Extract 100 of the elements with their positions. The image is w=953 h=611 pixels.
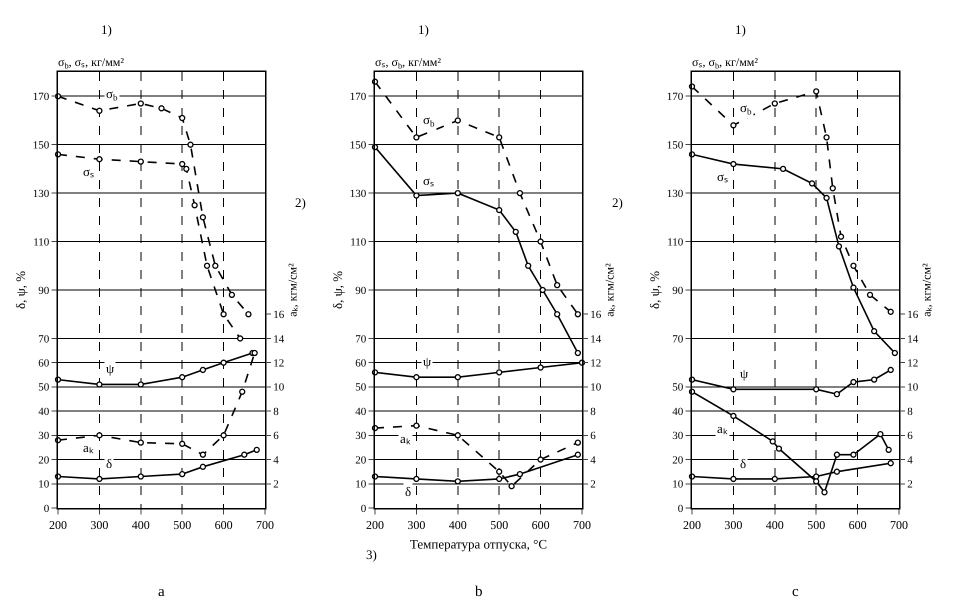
y-axis-title: δ, ψ, % bbox=[13, 270, 28, 310]
y-tick-label: 20 bbox=[672, 454, 684, 466]
y2-axis-title: aₖ, кгм/см² bbox=[920, 262, 934, 317]
y-tick-label: 110 bbox=[667, 236, 684, 248]
x-tick-label: 200 bbox=[683, 518, 701, 532]
y-tick-label: 110 bbox=[33, 236, 50, 248]
series-label: σₛ bbox=[717, 169, 728, 184]
series-label: aₖ bbox=[717, 421, 728, 436]
y-tick-label: 40 bbox=[672, 406, 684, 418]
y-tick-label: 50 bbox=[355, 382, 367, 394]
y-axis-title: δ, ψ, % bbox=[330, 270, 345, 310]
y-tick-label: 150 bbox=[666, 140, 684, 152]
chart-title: σₛ, σ$_{b}$, кг/мм² bbox=[375, 55, 442, 71]
y-tick-label: 0 bbox=[360, 502, 367, 515]
text: b bbox=[475, 584, 482, 600]
y2-tick-label: 16 bbox=[273, 309, 285, 322]
y-tick-label: 10 bbox=[38, 478, 50, 491]
series-label: aₖ bbox=[400, 431, 411, 446]
y2-tick-label: 12 bbox=[590, 358, 602, 370]
y2-tick-label: 10 bbox=[907, 382, 919, 394]
series-label: σ$_{b}$ bbox=[106, 86, 118, 103]
y-tick-label: 10 bbox=[672, 478, 684, 491]
y-tick-label: 20 bbox=[355, 454, 367, 466]
x-tick-label: 300 bbox=[724, 518, 742, 532]
y-tick-label: 70 bbox=[38, 333, 50, 346]
series-label: δ bbox=[405, 484, 412, 499]
y-tick-label: 60 bbox=[38, 358, 50, 370]
y2-tick-label: 2 bbox=[590, 478, 596, 491]
y2-tick-label: 10 bbox=[273, 382, 285, 394]
y-tick-label: 60 bbox=[355, 358, 367, 370]
y2-tick-label: 6 bbox=[273, 430, 280, 442]
y-tick-label: 0 bbox=[678, 502, 684, 515]
y2-axis-title: aₖ, кгм/см² bbox=[286, 262, 300, 317]
y-tick-label: 20 bbox=[38, 454, 50, 466]
y2-tick-label: 10 bbox=[590, 382, 602, 394]
text: 1) bbox=[101, 22, 112, 37]
y-tick-label: 50 bbox=[38, 382, 50, 394]
y-tick-label: 70 bbox=[355, 333, 367, 346]
y-tick-label: 130 bbox=[32, 188, 50, 200]
y2-tick-label: 12 bbox=[907, 358, 918, 370]
x-tick-label: 500 bbox=[490, 518, 508, 532]
y-tick-label: 150 bbox=[350, 140, 367, 152]
y-tick-label: 90 bbox=[672, 284, 684, 297]
y-tick-label: 90 bbox=[38, 284, 50, 297]
y-tick-label: 70 bbox=[672, 333, 684, 346]
y-tick-label: 150 bbox=[32, 140, 50, 152]
x-tick-label: 500 bbox=[807, 518, 826, 532]
x-tick-label: 400 bbox=[766, 518, 784, 532]
x-axis-title: Температура отпуска, °C bbox=[410, 536, 548, 552]
series-label: δ bbox=[106, 456, 112, 471]
series-label: δ bbox=[740, 456, 746, 471]
series-label: σₛ bbox=[423, 173, 434, 188]
y2-tick-label: 14 bbox=[273, 333, 285, 346]
y-tick-label: 30 bbox=[355, 430, 367, 442]
x-tick-label: 700 bbox=[573, 518, 591, 532]
series-label: aₖ bbox=[83, 440, 94, 455]
text: c bbox=[792, 584, 799, 600]
y2-tick-label: 8 bbox=[590, 406, 596, 418]
text: a bbox=[158, 584, 165, 600]
x-tick-label: 300 bbox=[90, 518, 108, 532]
y-tick-label: 170 bbox=[666, 91, 684, 104]
x-tick-label: 600 bbox=[214, 518, 233, 532]
x-tick-label: 400 bbox=[448, 518, 467, 532]
y-tick-label: 130 bbox=[350, 188, 367, 200]
y2-tick-label: 2 bbox=[907, 478, 913, 491]
chart-title: σ$_{b}$, σₛ, кг/мм² bbox=[58, 55, 124, 71]
y-tick-label: 40 bbox=[38, 406, 50, 418]
y2-tick-label: 2 bbox=[273, 478, 279, 491]
y2-tick-label: 4 bbox=[907, 454, 914, 466]
x-tick-label: 500 bbox=[173, 518, 192, 532]
y2-tick-label: 14 bbox=[590, 333, 602, 346]
series-label: σₛ bbox=[83, 164, 94, 179]
text: 1) bbox=[735, 22, 746, 37]
x-tick-label: 200 bbox=[49, 518, 67, 532]
x-tick-label: 300 bbox=[407, 518, 426, 532]
y-tick-label: 110 bbox=[350, 236, 367, 248]
y2-tick-label: 6 bbox=[590, 430, 596, 442]
y2-tick-label: 4 bbox=[273, 454, 280, 466]
x-tick-label: 400 bbox=[132, 518, 150, 532]
y2-tick-label: 6 bbox=[907, 430, 914, 442]
y-tick-label: 130 bbox=[666, 188, 684, 200]
text: 1) bbox=[418, 22, 429, 37]
y-tick-label: 30 bbox=[38, 430, 50, 442]
series-label: σ$_{b}$ bbox=[740, 100, 752, 117]
y2-tick-label: 8 bbox=[907, 406, 914, 418]
y-tick-label: 30 bbox=[672, 430, 684, 442]
series-label: ψ bbox=[423, 354, 432, 369]
text: 2) bbox=[612, 195, 623, 210]
chart-title: σₛ, σ$_{b}$, кг/мм² bbox=[692, 55, 758, 71]
x-tick-label: 200 bbox=[366, 518, 384, 532]
x-tick-label: 600 bbox=[532, 518, 550, 532]
y2-tick-label: 8 bbox=[273, 406, 280, 418]
y2-tick-label: 16 bbox=[590, 309, 602, 322]
x-tick-label: 700 bbox=[890, 518, 908, 532]
x-tick-label: 700 bbox=[256, 518, 274, 532]
y-tick-label: 170 bbox=[350, 91, 367, 104]
text: 2) bbox=[295, 195, 306, 210]
y2-tick-label: 12 bbox=[273, 358, 284, 370]
series-label: σ$_{b}$ bbox=[423, 112, 436, 129]
y-tick-label: 90 bbox=[355, 284, 367, 297]
